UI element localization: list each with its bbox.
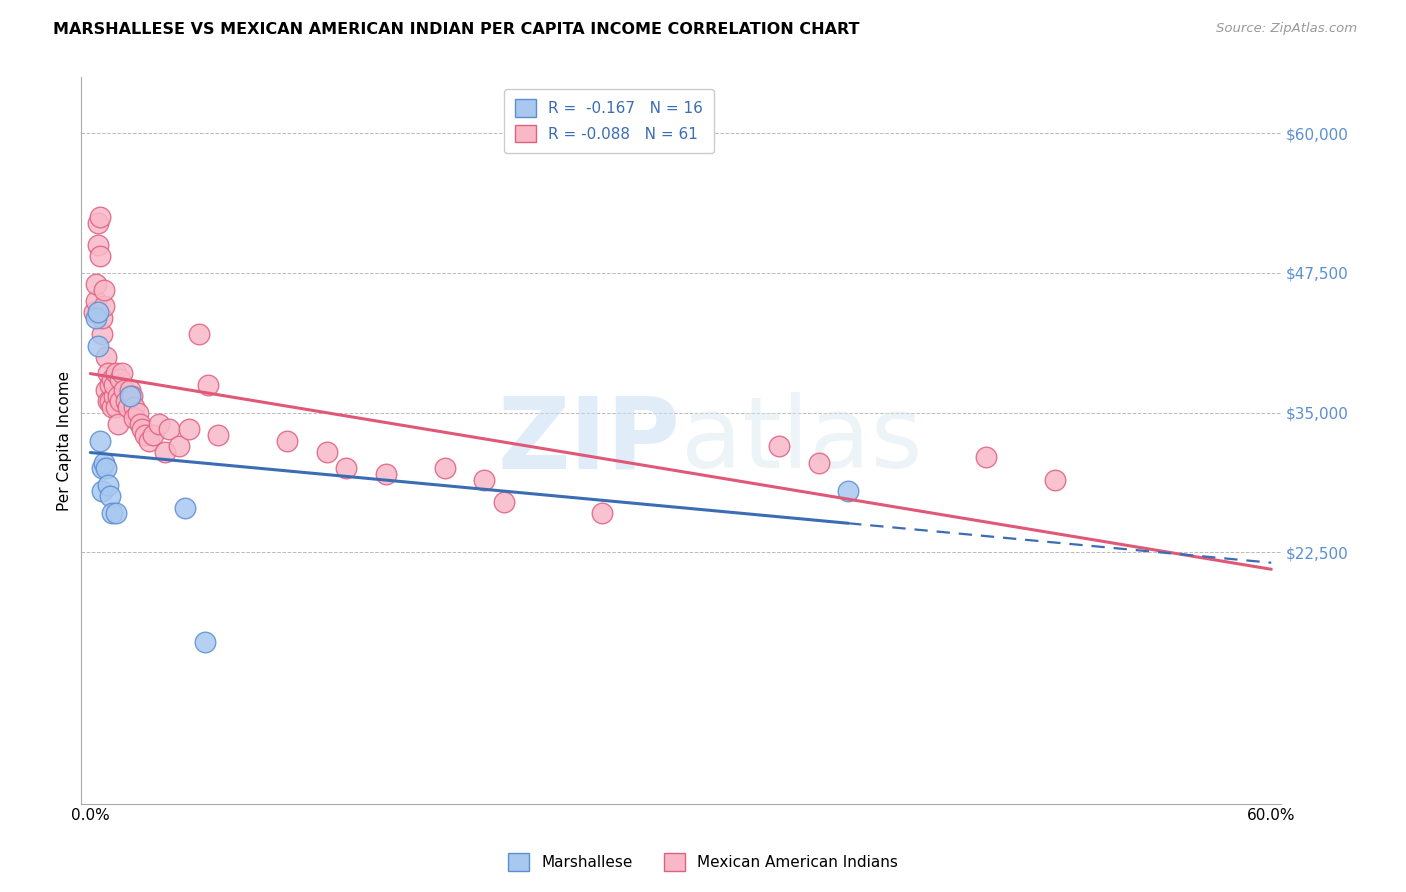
Point xyxy=(104,367,127,381)
Point xyxy=(138,434,160,448)
Point xyxy=(84,310,107,325)
Point xyxy=(768,439,790,453)
Point xyxy=(91,327,114,342)
Point xyxy=(98,377,121,392)
Point xyxy=(87,338,110,352)
Point xyxy=(1043,473,1066,487)
Point xyxy=(157,422,180,436)
Point xyxy=(97,367,120,381)
Point xyxy=(104,400,127,414)
Point xyxy=(134,428,156,442)
Point xyxy=(173,500,195,515)
Point xyxy=(122,411,145,425)
Point xyxy=(93,300,115,314)
Point xyxy=(83,305,105,319)
Point xyxy=(89,434,111,448)
Point xyxy=(91,483,114,498)
Point xyxy=(114,394,136,409)
Point xyxy=(98,489,121,503)
Point xyxy=(148,417,170,431)
Point xyxy=(131,422,153,436)
Point xyxy=(103,389,125,403)
Point xyxy=(101,400,124,414)
Text: Source: ZipAtlas.com: Source: ZipAtlas.com xyxy=(1216,22,1357,36)
Y-axis label: Per Capita Income: Per Capita Income xyxy=(58,370,72,510)
Point xyxy=(591,506,613,520)
Point xyxy=(492,495,515,509)
Point xyxy=(84,293,107,308)
Point xyxy=(94,350,117,364)
Point xyxy=(335,461,357,475)
Point xyxy=(111,367,134,381)
Point xyxy=(107,389,129,403)
Point xyxy=(128,417,150,431)
Text: MARSHALLESE VS MEXICAN AMERICAN INDIAN PER CAPITA INCOME CORRELATION CHART: MARSHALLESE VS MEXICAN AMERICAN INDIAN P… xyxy=(53,22,860,37)
Point xyxy=(98,394,121,409)
Point xyxy=(93,456,115,470)
Point xyxy=(276,434,298,448)
Point xyxy=(89,249,111,263)
Point xyxy=(112,384,135,398)
Point xyxy=(121,389,143,403)
Point xyxy=(837,483,859,498)
Point xyxy=(315,444,337,458)
Point xyxy=(187,327,209,342)
Point xyxy=(118,389,141,403)
Point xyxy=(101,372,124,386)
Point xyxy=(433,461,456,475)
Point xyxy=(103,377,125,392)
Point xyxy=(97,478,120,492)
Point xyxy=(118,384,141,398)
Point xyxy=(84,277,107,292)
Point xyxy=(94,384,117,398)
Text: atlas: atlas xyxy=(681,392,922,489)
Point xyxy=(97,394,120,409)
Point xyxy=(193,634,215,648)
Point xyxy=(153,444,176,458)
Point xyxy=(104,506,127,520)
Point xyxy=(142,428,165,442)
Point xyxy=(122,400,145,414)
Point xyxy=(167,439,190,453)
Point xyxy=(93,283,115,297)
Point xyxy=(87,305,110,319)
Point xyxy=(107,417,129,431)
Text: ZIP: ZIP xyxy=(498,392,681,489)
Point xyxy=(207,428,229,442)
Point xyxy=(108,394,131,409)
Point xyxy=(177,422,200,436)
Legend: Marshallese, Mexican American Indians: Marshallese, Mexican American Indians xyxy=(502,847,904,877)
Point xyxy=(472,473,495,487)
Point xyxy=(91,310,114,325)
Point xyxy=(127,406,149,420)
Point xyxy=(974,450,997,465)
Point xyxy=(89,210,111,224)
Point xyxy=(101,506,124,520)
Point xyxy=(108,372,131,386)
Point xyxy=(197,377,219,392)
Point xyxy=(87,238,110,252)
Legend: R =  -0.167   N = 16, R = -0.088   N = 61: R = -0.167 N = 16, R = -0.088 N = 61 xyxy=(503,88,714,153)
Point xyxy=(807,456,830,470)
Point xyxy=(374,467,396,481)
Point xyxy=(87,216,110,230)
Point xyxy=(91,461,114,475)
Point xyxy=(94,461,117,475)
Point xyxy=(117,400,139,414)
